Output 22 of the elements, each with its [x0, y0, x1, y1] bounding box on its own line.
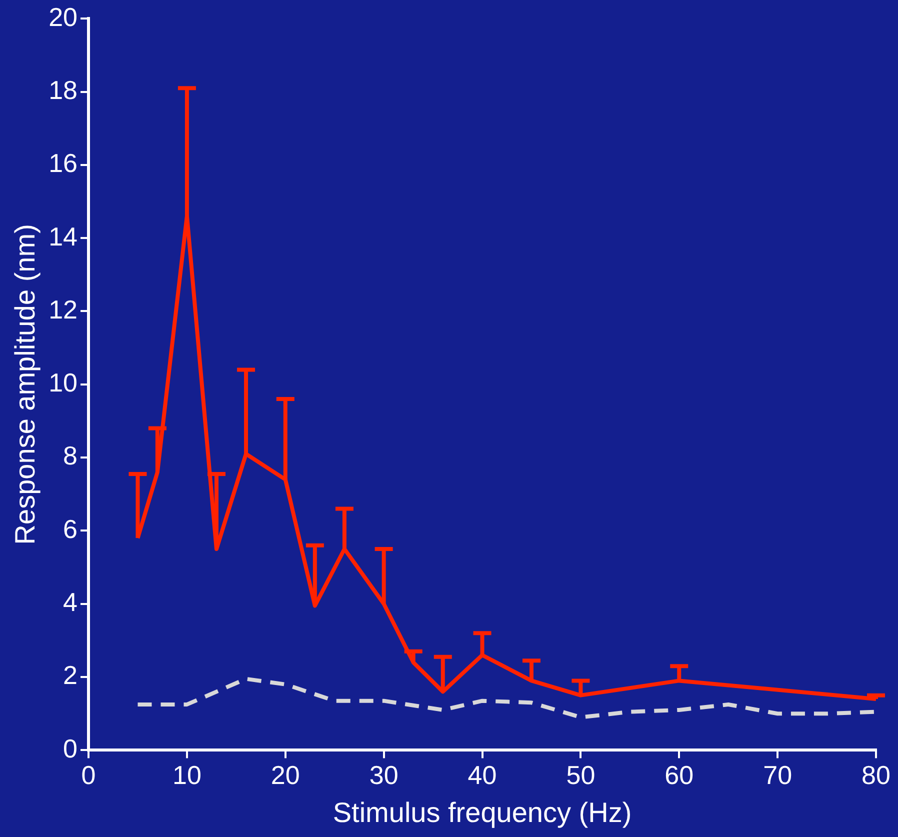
y-tick-label: 8	[63, 440, 78, 471]
y-axis-title: Response amplitude (nm)	[10, 224, 41, 545]
x-tick-label: 50	[566, 760, 596, 790]
x-tick-label: 20	[270, 760, 300, 790]
x-tick-label: 70	[763, 760, 792, 790]
x-tick-label: 30	[369, 760, 398, 790]
x-tick-label: 10	[172, 760, 202, 790]
y-tick-label: 18	[48, 74, 78, 105]
y-tick-label: 6	[63, 514, 78, 544]
x-tick-label: 60	[664, 760, 694, 790]
x-axis-title: Stimulus frequency (Hz)	[332, 796, 632, 828]
y-tick-label: 0	[63, 733, 78, 764]
y-tick-label: 2	[63, 660, 78, 690]
x-tick-label: 40	[468, 760, 497, 790]
y-tick-label: 20	[48, 2, 78, 32]
x-tick-label: 80	[862, 760, 890, 790]
y-tick-label: 12	[48, 294, 78, 324]
line-series	[136, 676, 876, 720]
y-tick-label: 4	[63, 587, 78, 618]
y-tick-label: 10	[48, 368, 78, 398]
y-tick-label: 14	[48, 221, 78, 252]
y-tick-label: 16	[48, 148, 78, 178]
